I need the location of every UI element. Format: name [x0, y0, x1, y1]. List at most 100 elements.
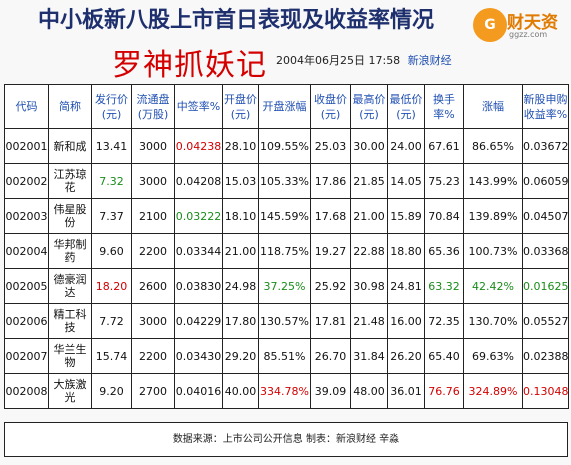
table-cell: 109.55%: [258, 128, 311, 164]
table-cell: 37.25%: [258, 268, 311, 304]
table-cell: 0.02388: [522, 338, 569, 374]
table-row: 002001 新和成 13.41 3000 0.04238 28.10 109.55% 25.…: [4, 128, 569, 164]
table-cell: 0.03430: [174, 338, 223, 374]
table-cell: 精工科技: [48, 303, 92, 339]
table-cell: 28.10: [222, 128, 259, 164]
logo-name: 财天资: [507, 13, 558, 33]
table-cell: 002006: [4, 303, 49, 339]
table-cell: 19.27: [310, 233, 351, 269]
footer-note: 数据来源：上市公司公开信息 制表：新浪财经 辛淼: [4, 422, 568, 457]
page-title: 中小板新八股上市首日表现及收益率情况: [38, 8, 435, 33]
table-cell: 0.04507: [522, 198, 569, 234]
table-cell: 0.03222: [174, 198, 223, 234]
table-cell: 25.92: [310, 268, 351, 304]
table-cell: 2100: [131, 198, 175, 234]
table-cell: 24.00: [387, 128, 425, 164]
table-cell: 42.42%: [463, 268, 523, 304]
table-cell: 3000: [131, 128, 175, 164]
table-cell: 118.75%: [258, 233, 311, 269]
table-cell: 002003: [4, 198, 49, 234]
table-cell: 21.85: [350, 163, 388, 199]
column-header: 开盘涨幅: [258, 84, 311, 129]
table-cell: 30.98: [350, 268, 388, 304]
table-cell: 130.57%: [258, 303, 311, 339]
table-cell: 39.09: [310, 373, 351, 409]
table-cell: 69.63%: [463, 338, 523, 374]
column-header: 最低价(元): [387, 84, 425, 129]
column-header: 流通盘(万股): [131, 84, 175, 129]
table-cell: 26.20: [387, 338, 425, 374]
table-cell: 67.61: [424, 128, 464, 164]
table-cell: 48.00: [350, 373, 388, 409]
table-cell: 324.89%: [463, 373, 523, 409]
table-cell: 100.73%: [463, 233, 523, 269]
table-cell: 002005: [4, 268, 49, 304]
table-cell: 72.35: [424, 303, 464, 339]
table-cell: 86.65%: [463, 128, 523, 164]
table-cell: 65.36: [424, 233, 464, 269]
table-cell: 105.33%: [258, 163, 311, 199]
table-cell: 002001: [4, 128, 49, 164]
table-cell: 25.03: [310, 128, 351, 164]
table-header-row: 代码 简称 发行价(元) 流通盘(万股) 中签率% 开盘价(元) 开盘涨幅 收盘价(元) 最高价…: [4, 84, 569, 129]
table-cell: 华邦制药: [48, 233, 92, 269]
table-row: 002007 华兰生物 15.74 2200 0.03430 29.20 85.51% 26.…: [4, 338, 569, 374]
table-cell: 0.04229: [174, 303, 223, 339]
table-cell: 70.84: [424, 198, 464, 234]
table-cell: 139.89%: [463, 198, 523, 234]
table-row: 002002 江苏琼花 7.32 3000 0.04208 15.03 105.33% 17.…: [4, 163, 569, 199]
table-cell: 华兰生物: [48, 338, 92, 374]
source-link[interactable]: 新浪财经: [407, 54, 452, 67]
logo-domain: ggzz.com: [509, 30, 548, 39]
table-cell: 7.32: [91, 163, 132, 199]
table-cell: 0.04208: [174, 163, 223, 199]
table-cell: 2600: [131, 268, 175, 304]
table-row: 002008 大族激光 9.20 2700 0.04016 40.00 334.78% 39.…: [4, 373, 569, 409]
column-header: 换手率%: [424, 84, 464, 129]
column-header: 代码: [4, 84, 49, 129]
table-cell: 0.03830: [174, 268, 223, 304]
ipo-table: 代码 简称 发行价(元) 流通盘(万股) 中签率% 开盘价(元) 开盘涨幅 收盘价(元) 最高价…: [4, 84, 569, 409]
table-cell: 29.20: [222, 338, 259, 374]
table-cell: 18.80: [387, 233, 425, 269]
table-cell: 31.84: [350, 338, 388, 374]
table-cell: 002004: [4, 233, 49, 269]
table-cell: 17.86: [310, 163, 351, 199]
table-cell: 7.72: [91, 303, 132, 339]
table-cell: 24.98: [222, 268, 259, 304]
table-cell: 76.76: [424, 373, 464, 409]
table-cell: 16.00: [387, 303, 425, 339]
table-cell: 0.03368: [522, 233, 569, 269]
table-row: 002003 伟星股份 7.37 2100 0.03222 18.10 145.59% 17.…: [4, 198, 569, 234]
table-row: 002005 德豪润达 18.20 2600 0.03830 24.98 37.25% 25.…: [4, 268, 569, 304]
table-cell: 9.20: [91, 373, 132, 409]
table-cell: 143.99%: [463, 163, 523, 199]
logo-mark-icon: G: [473, 8, 507, 42]
table-cell: 63.32: [424, 268, 464, 304]
table-cell: 0.03344: [174, 233, 223, 269]
table-cell: 18.20: [91, 268, 132, 304]
table-cell: 22.88: [350, 233, 388, 269]
publish-datetime: 2004年06月25日 17:58: [276, 54, 401, 67]
subtitle: 罗神抓妖记: [112, 48, 267, 83]
table-cell: 0.01625: [522, 268, 569, 304]
table-cell: 3000: [131, 303, 175, 339]
site-logo[interactable]: G 财天资 ggzz.com: [473, 8, 569, 42]
table-cell: 9.60: [91, 233, 132, 269]
table-cell: 21.48: [350, 303, 388, 339]
table-cell: 26.70: [310, 338, 351, 374]
table-cell: 伟星股份: [48, 198, 92, 234]
table-cell: 0.05527: [522, 303, 569, 339]
table-cell: 14.05: [387, 163, 425, 199]
table-cell: 334.78%: [258, 373, 311, 409]
table-cell: 17.80: [222, 303, 259, 339]
table-cell: 75.23: [424, 163, 464, 199]
column-header: 最高价(元): [350, 84, 388, 129]
table-cell: 2200: [131, 233, 175, 269]
table-cell: 2700: [131, 373, 175, 409]
table-cell: 0.13048: [522, 373, 569, 409]
table-cell: 2200: [131, 338, 175, 374]
table-cell: 24.81: [387, 268, 425, 304]
table-cell: 大族激光: [48, 373, 92, 409]
table-cell: 85.51%: [258, 338, 311, 374]
